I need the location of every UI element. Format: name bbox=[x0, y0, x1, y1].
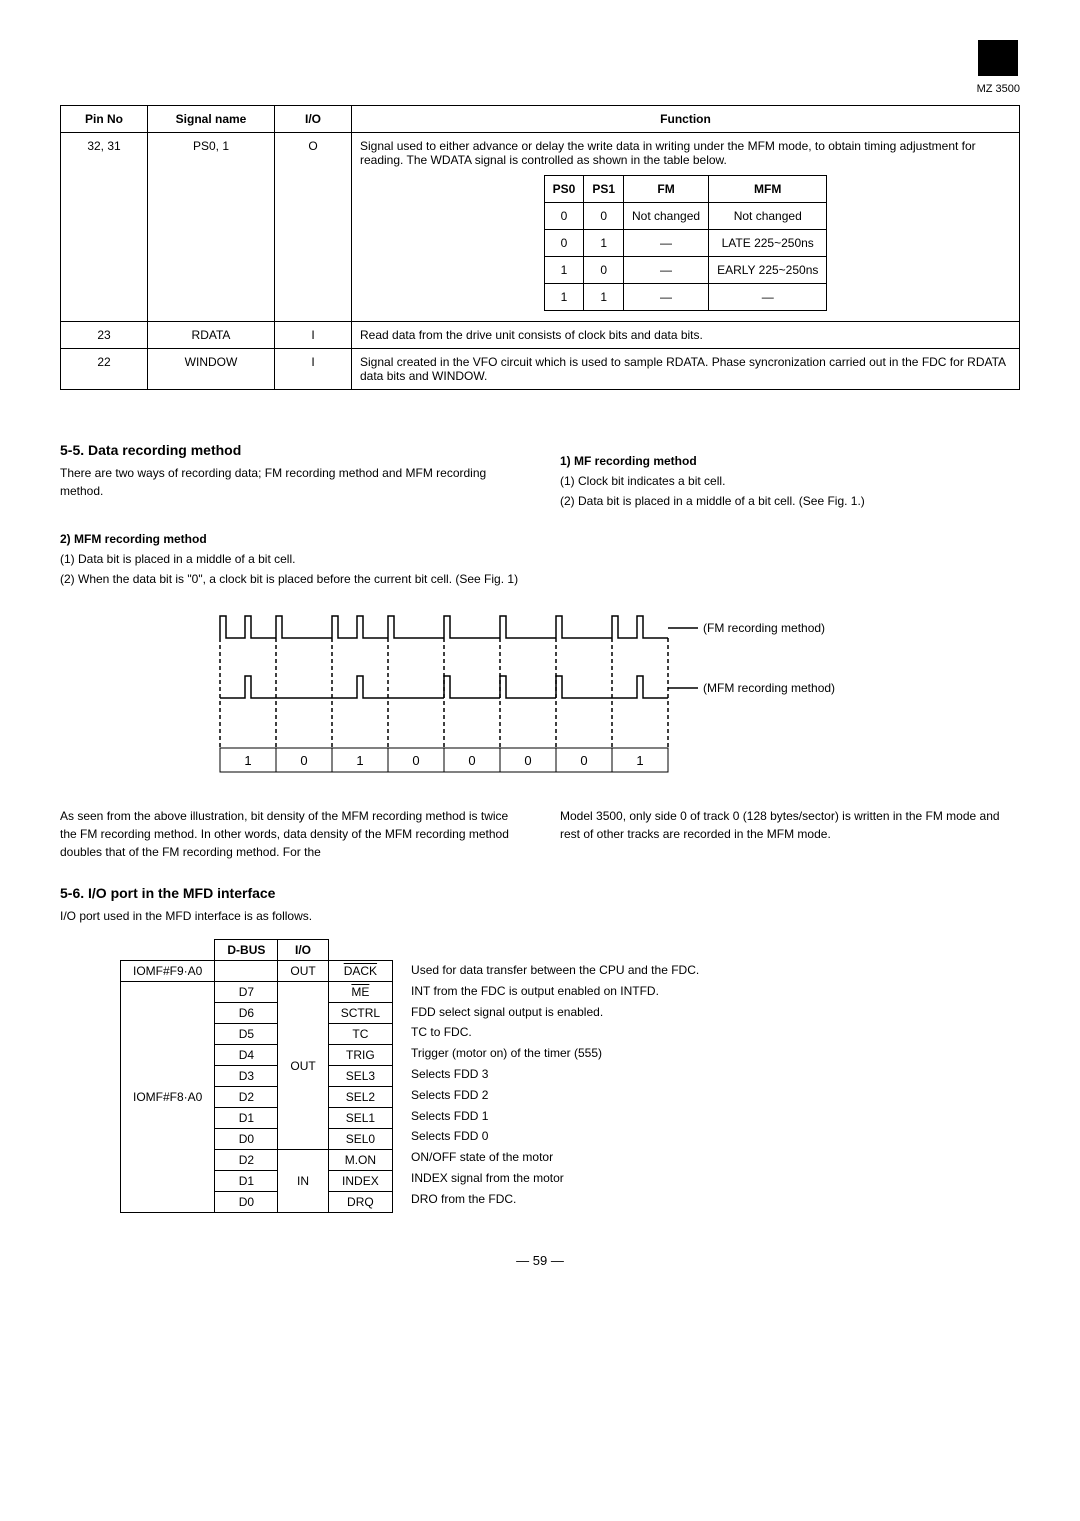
table-row: 22 WINDOW I Signal created in the VFO ci… bbox=[61, 349, 1020, 390]
io-descriptions: Used for data transfer between the CPU a… bbox=[411, 939, 699, 1211]
page-number: — 59 — bbox=[60, 1253, 1020, 1268]
svg-text:(FM recording method): (FM recording method) bbox=[703, 621, 825, 635]
svg-text:0: 0 bbox=[468, 753, 475, 768]
section-5-5-title: 5-5. Data recording method bbox=[60, 442, 520, 458]
io-table: D-BUS I/O IOMF#F9·A0 OUT DACK IOMF#F8·A0… bbox=[120, 939, 393, 1213]
table-row: 23 RDATA I Read data from the drive unit… bbox=[61, 322, 1020, 349]
svg-text:1: 1 bbox=[356, 753, 363, 768]
svg-text:0: 0 bbox=[524, 753, 531, 768]
waveform-diagram: (FM recording method) (MFM recording meth… bbox=[60, 608, 1020, 781]
svg-text:(MFM recording method): (MFM recording method) bbox=[703, 681, 835, 695]
logo-text: MZ 3500 bbox=[977, 83, 1020, 95]
pin-table: Pin No Signal name I/O Function 32, 31 P… bbox=[60, 105, 1020, 390]
svg-text:1: 1 bbox=[636, 753, 643, 768]
header-logo: MZ 3500 bbox=[60, 40, 1020, 95]
logo-icon bbox=[978, 40, 1018, 76]
table-row: 32, 31 PS0, 1 O Signal used to either ad… bbox=[61, 133, 1020, 322]
svg-text:0: 0 bbox=[412, 753, 419, 768]
svg-text:0: 0 bbox=[300, 753, 307, 768]
section-5-6-title: 5-6. I/O port in the MFD interface bbox=[60, 885, 1020, 901]
svg-text:0: 0 bbox=[580, 753, 587, 768]
svg-text:1: 1 bbox=[244, 753, 251, 768]
inner-table: PS0 PS1 FM MFM 00Not changedNot changed … bbox=[544, 175, 828, 311]
